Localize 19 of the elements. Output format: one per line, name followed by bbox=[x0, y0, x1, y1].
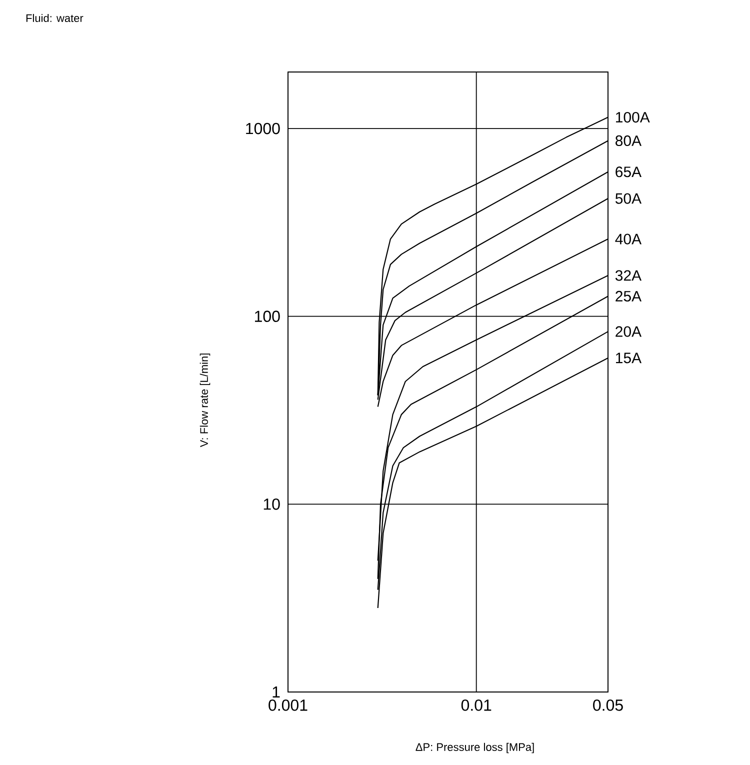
series-label: 15A bbox=[616, 352, 642, 364]
x-tick-label: 0.05 bbox=[593, 700, 623, 711]
text: Fluid: water bbox=[26, 14, 84, 22]
y-tick-label: 1 bbox=[272, 686, 280, 698]
x-tick-label: 0.001 bbox=[268, 700, 308, 711]
series-label: 32A bbox=[615, 270, 642, 281]
y-tick-label: 1000 bbox=[246, 122, 280, 134]
x-tick-label: 0.01 bbox=[461, 700, 492, 711]
series-label: 65A bbox=[616, 166, 642, 178]
x-axis-title: ΔP: Pressure loss [MPa] bbox=[416, 742, 534, 754]
y-tick-label: 10 bbox=[264, 498, 280, 510]
series-label: 25A bbox=[616, 290, 642, 302]
series-label: 50A bbox=[615, 193, 642, 204]
series-label: 80A bbox=[616, 135, 642, 146]
y-tick-label: 100 bbox=[255, 310, 280, 322]
series-label: 100A bbox=[616, 112, 650, 123]
series-label: 40A bbox=[615, 234, 642, 244]
y-axis-title: V: Flow rate [L/min] bbox=[200, 354, 210, 448]
series-label: 20A bbox=[616, 326, 642, 337]
